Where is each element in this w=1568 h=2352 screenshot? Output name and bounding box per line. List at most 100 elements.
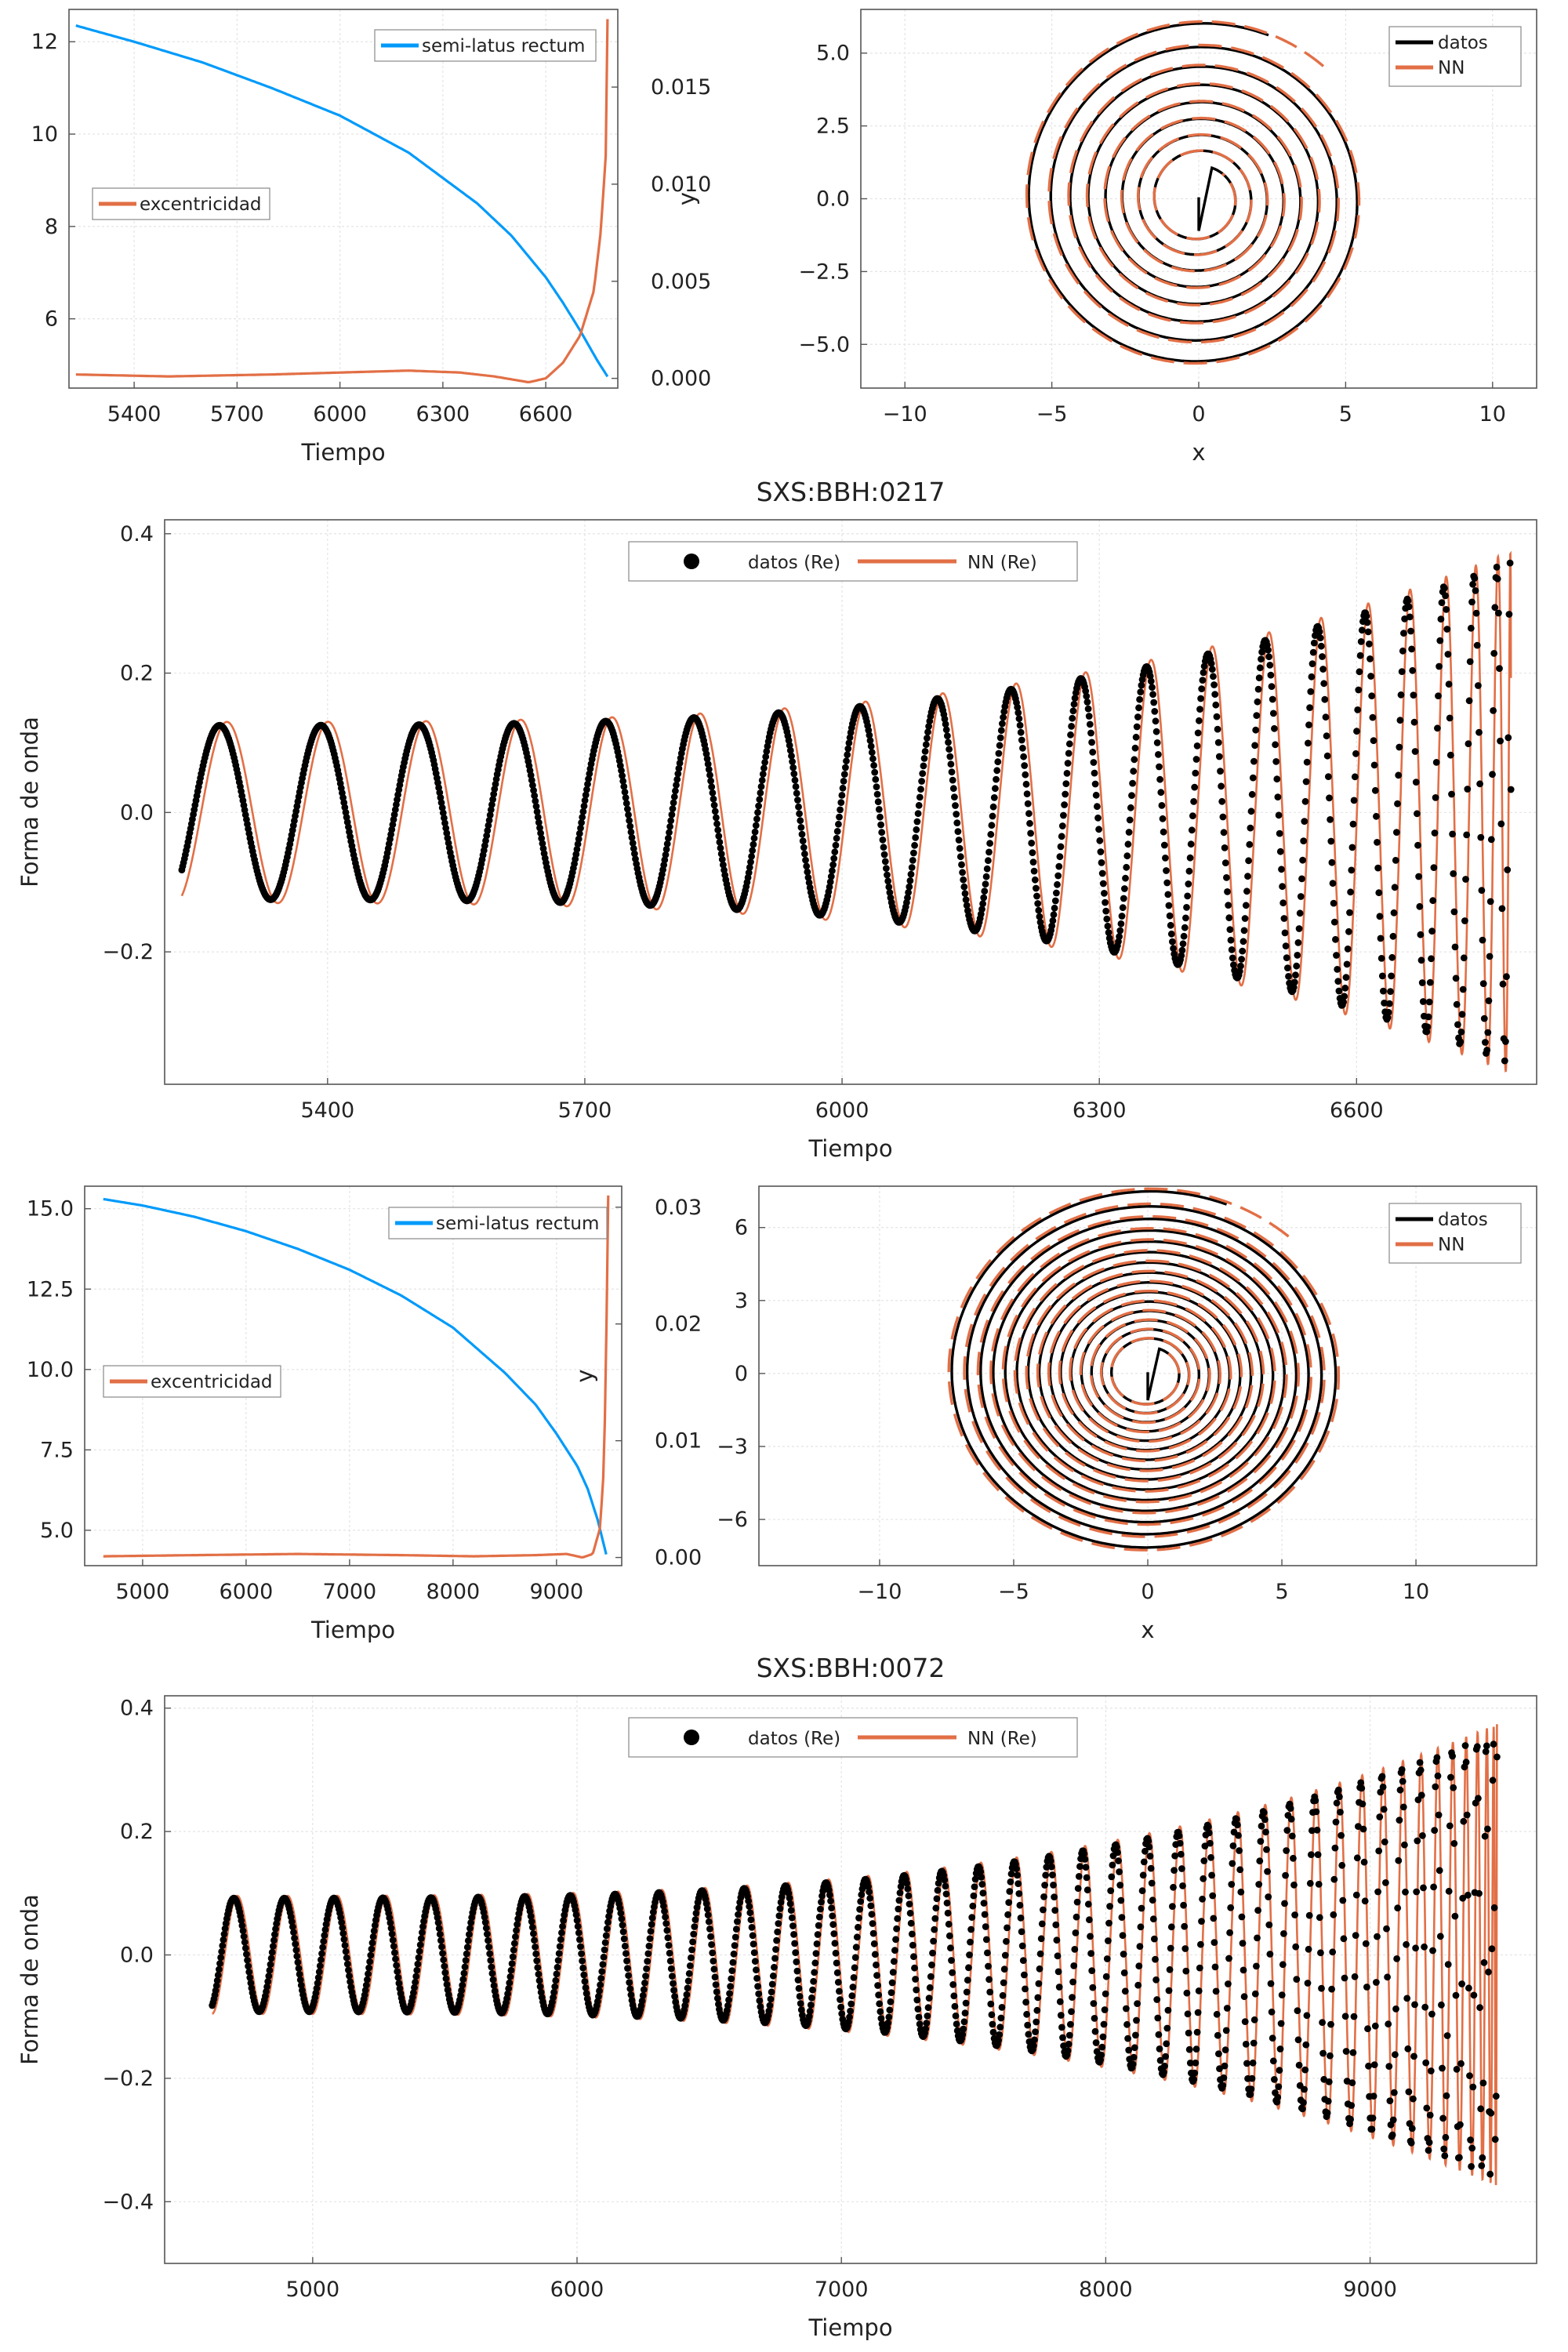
datos-point: [873, 1961, 880, 1969]
x-axis-label: Tiempo: [808, 2314, 892, 2341]
datos-point: [912, 1976, 919, 1983]
datos-point: [1292, 1943, 1300, 1951]
datos-point: [1256, 664, 1264, 672]
datos-point: [1327, 2052, 1334, 2060]
datos-point: [1213, 713, 1221, 720]
datos-point: [1485, 997, 1493, 1004]
datos-point: [1150, 699, 1158, 706]
datos-point: [263, 1983, 270, 1991]
datos-point: [1385, 1008, 1392, 1016]
datos-point: [913, 1996, 921, 2004]
datos-point: [735, 1911, 742, 1918]
y-tick-label: 6: [735, 1216, 748, 1240]
datos-point: [1476, 2004, 1483, 2012]
datos-point: [1334, 966, 1341, 973]
datos-point: [1341, 2013, 1349, 2020]
datos-point: [833, 1969, 841, 1976]
datos-point: [1463, 831, 1471, 839]
datos-point: [763, 748, 771, 755]
datos-point: [713, 1988, 720, 1996]
datos-point: [1192, 769, 1200, 777]
datos-point: [537, 829, 544, 837]
datos-point: [735, 1904, 742, 1912]
datos-point: [626, 1985, 634, 1993]
datos-point: [1446, 1822, 1454, 1830]
datos-point: [1488, 1945, 1496, 1953]
datos-point: [1486, 953, 1494, 960]
datos-point: [1278, 866, 1285, 873]
datos-point: [1370, 737, 1377, 745]
datos-point: [874, 1982, 881, 1989]
datos-point: [1350, 2013, 1358, 2020]
datos-point: [647, 1928, 655, 1935]
datos-point: [435, 1925, 443, 1933]
datos-point: [1469, 2083, 1477, 2091]
datos-point: [463, 1950, 470, 1958]
datos-point: [321, 1932, 328, 1940]
datos-point: [915, 801, 923, 809]
datos-point: [1223, 2005, 1231, 2012]
datos-point: [1276, 2067, 1283, 2074]
datos-point: [1242, 902, 1250, 909]
datos-point: [1050, 1882, 1057, 1889]
datos-point: [1349, 820, 1357, 828]
datos-point: [342, 1947, 350, 1955]
datos-point: [434, 1919, 442, 1926]
datos-point: [1158, 802, 1166, 809]
datos-point: [1226, 926, 1234, 933]
datos-point: [1494, 575, 1501, 583]
datos-point: [1000, 713, 1007, 721]
datos-point: [1056, 853, 1064, 861]
datos-point: [509, 1953, 517, 1961]
datos-point: [630, 844, 637, 852]
datos-point: [1198, 685, 1206, 692]
datos-point: [1248, 790, 1256, 798]
datos-point: [996, 2024, 1004, 2031]
datos-point: [720, 861, 727, 869]
datos-point: [1022, 1985, 1029, 1993]
datos-point: [1053, 1936, 1061, 1944]
y-tick-label: 0.2: [120, 1820, 154, 1844]
datos-point: [318, 1950, 325, 1958]
datos-point: [668, 811, 676, 818]
waveform-legend: datos (Re) NN (Re): [628, 541, 1078, 582]
datos-point: [1036, 913, 1044, 920]
y-tick-label: 7.5: [40, 1438, 74, 1462]
datos-point: [1102, 907, 1110, 915]
plot-frame: [164, 519, 1537, 1085]
y-tick-label: 0.0: [120, 800, 154, 825]
datos-point: [1303, 758, 1311, 766]
datos-point: [1030, 2042, 1037, 2049]
datos-point: [1047, 1863, 1055, 1871]
datos-point: [1210, 1939, 1218, 1947]
datos-point: [1200, 1857, 1208, 1864]
datos-point: [1291, 978, 1298, 986]
datos-point: [753, 815, 760, 822]
datos-point: [704, 1911, 712, 1919]
datos-point: [1156, 2056, 1164, 2064]
datos-point: [1238, 956, 1245, 963]
datos-point: [623, 1957, 630, 1965]
datos-point: [1217, 768, 1224, 775]
datos-point: [1483, 1047, 1491, 1054]
datos-point: [1501, 1057, 1508, 1065]
datos-point: [600, 1953, 608, 1961]
datos-point: [1021, 1971, 1028, 1979]
x-tick-label: 6300: [416, 402, 470, 426]
datos-point: [978, 1881, 986, 1888]
datos-point: [911, 1964, 918, 1972]
datos-point: [1136, 1943, 1144, 1951]
datos-point: [667, 1965, 675, 1973]
datos-point: [838, 792, 846, 799]
datos-point: [1272, 758, 1280, 765]
datos-point: [1325, 773, 1332, 780]
datos-point: [1341, 1974, 1348, 1982]
datos-point: [1131, 756, 1138, 764]
datos-point: [459, 1981, 466, 1989]
datos-point: [989, 2020, 996, 2028]
datos-point: [1037, 1935, 1045, 1943]
datos-point: [906, 883, 913, 891]
x-tick-label: 6000: [550, 2278, 604, 2302]
datos-point: [1280, 1930, 1287, 1937]
datos-point: [797, 2006, 805, 2014]
